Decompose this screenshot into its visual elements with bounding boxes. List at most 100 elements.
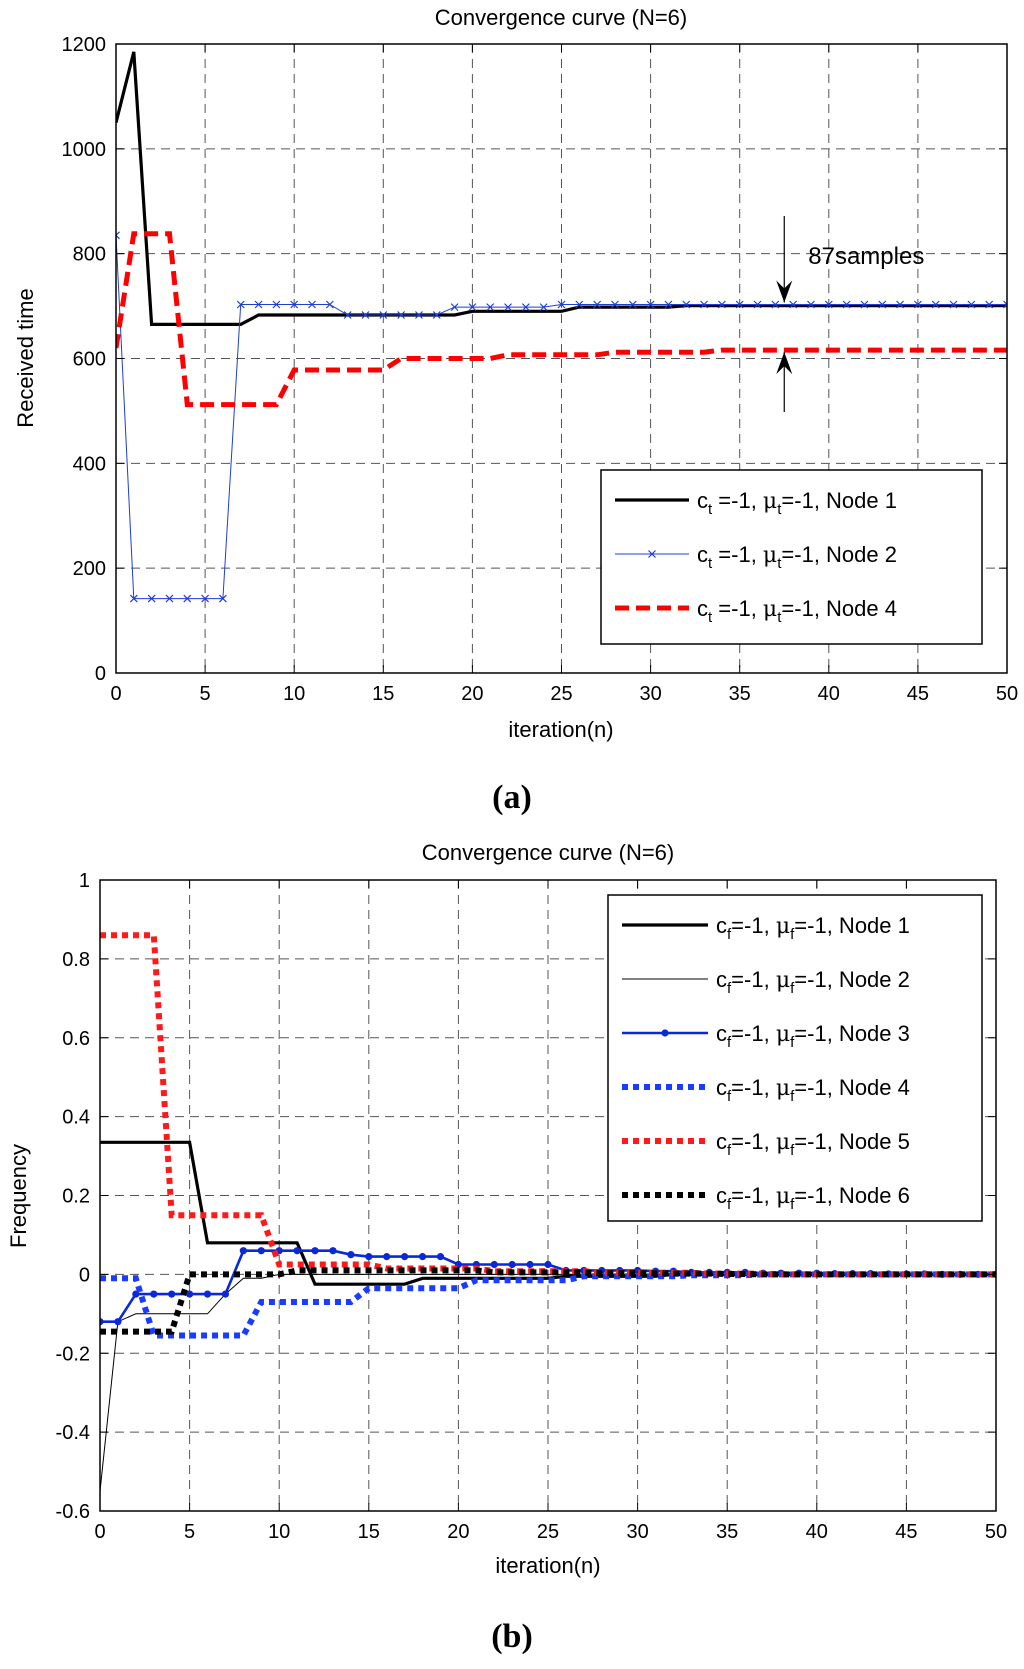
data-point-marker bbox=[418, 1253, 427, 1261]
y-tick-label-a: 1000 bbox=[62, 139, 107, 161]
legend-mu: μ bbox=[763, 489, 777, 514]
legend-text: =-1, bbox=[731, 1183, 776, 1208]
legend-subscript: f bbox=[790, 980, 795, 997]
x-axis-label-b: iteration(n) bbox=[495, 1553, 600, 1578]
legend-mu: μ bbox=[763, 597, 777, 622]
x-tick-label-a: 15 bbox=[372, 683, 394, 705]
data-point-marker bbox=[201, 594, 210, 603]
data-point-marker bbox=[397, 311, 406, 319]
data-point-marker bbox=[824, 300, 833, 309]
data-point-marker bbox=[985, 300, 994, 309]
legend-text: c bbox=[697, 488, 708, 513]
x-tick-label-a: 30 bbox=[639, 683, 661, 705]
data-point-marker bbox=[383, 1253, 391, 1261]
legend-subscript: f bbox=[790, 1088, 795, 1105]
legend-label-a-1: ct =-1, μt=-1, Node 1 bbox=[697, 488, 897, 518]
y-tick-label-a: 800 bbox=[73, 244, 106, 266]
data-point-marker bbox=[239, 1247, 247, 1255]
data-point-marker bbox=[753, 300, 762, 309]
x-tick-label-b: 20 bbox=[447, 1521, 469, 1543]
data-point-marker bbox=[544, 1260, 552, 1269]
legend-label-b-3: cf=-1, μf=-1, Node 3 bbox=[716, 1021, 910, 1051]
series-b-node-4 bbox=[100, 1271, 996, 1339]
legend-text: =-1, Node 2 bbox=[794, 967, 910, 992]
series-a-node-4 bbox=[116, 231, 1007, 408]
legend-marker bbox=[648, 550, 656, 558]
series-line-b-5 bbox=[100, 932, 996, 1278]
annotation-label: 87samples bbox=[808, 243, 924, 270]
x-tick-label-b: 30 bbox=[626, 1521, 648, 1543]
legend-subscript: f bbox=[727, 1142, 732, 1159]
x-tick-label-a: 50 bbox=[996, 683, 1018, 705]
legend-mu: μ bbox=[776, 914, 790, 939]
series-line-b-6 bbox=[100, 1267, 996, 1335]
ticks-a: 0 5 10 15 20 25 30 35 40 45 50 0 200 400 600 800 1000 120… bbox=[62, 34, 1019, 705]
x-tick-label-b: 35 bbox=[716, 1521, 738, 1543]
x-tick-label-b: 50 bbox=[985, 1521, 1007, 1543]
data-point-marker bbox=[508, 1260, 516, 1269]
legend-text: =-1, bbox=[712, 488, 763, 513]
data-point-marker bbox=[401, 1253, 409, 1261]
legend-subscript: f bbox=[790, 1196, 795, 1213]
data-point-marker bbox=[611, 300, 619, 309]
y-tick-label-b: 1 bbox=[79, 870, 90, 892]
legend-subscript: t bbox=[777, 609, 782, 626]
x-tick-label-b: 40 bbox=[806, 1521, 828, 1543]
data-point-marker bbox=[183, 594, 192, 603]
y-tick-label-a: 600 bbox=[73, 349, 106, 371]
x-tick-label-a: 10 bbox=[283, 683, 305, 705]
series-line-a-1 bbox=[116, 51, 1007, 326]
legend-text: =-1, Node 4 bbox=[794, 1075, 910, 1100]
legend-subscript: f bbox=[790, 1142, 795, 1159]
legend-subscript: t bbox=[708, 609, 713, 626]
data-point-marker bbox=[646, 300, 655, 309]
data-point-marker bbox=[290, 300, 299, 309]
legend-text: =-1, Node 1 bbox=[781, 488, 897, 513]
x-tick-label-a: 0 bbox=[110, 683, 121, 705]
data-point-marker bbox=[325, 300, 334, 309]
legend-box-b bbox=[607, 894, 983, 1222]
data-point-marker bbox=[147, 594, 156, 603]
x-tick-label-a: 25 bbox=[550, 683, 572, 705]
data-point-marker bbox=[700, 300, 708, 309]
data-point-marker bbox=[329, 1247, 337, 1255]
data-point-marker bbox=[114, 1318, 122, 1326]
x-tick-label-b: 45 bbox=[895, 1521, 917, 1543]
data-point-marker bbox=[526, 1260, 534, 1269]
y-tick-label-b: 0.8 bbox=[62, 949, 90, 971]
data-point-marker bbox=[361, 311, 370, 319]
x-tick-label-b: 5 bbox=[184, 1521, 195, 1543]
data-point-marker bbox=[308, 300, 316, 309]
legend-label-a-2: ct =-1, μt=-1, Node 2 bbox=[697, 542, 897, 572]
legend-label-b-1: cf=-1, μf=-1, Node 1 bbox=[716, 913, 910, 943]
chart-title-a: Convergence curve (N=6) bbox=[435, 5, 688, 30]
data-point-marker bbox=[521, 303, 530, 312]
y-tick-label-b: -0.6 bbox=[56, 1501, 90, 1523]
data-point-marker bbox=[771, 300, 780, 309]
y-axis-label-a: Received time bbox=[13, 288, 38, 427]
y-tick-label-b: 0.2 bbox=[62, 1186, 90, 1208]
legend-subscript: t bbox=[708, 555, 713, 572]
legend-b: cf=-1, μf=-1, Node 1cf=-1, μf=-1, Node 2… bbox=[607, 894, 983, 1222]
data-point-marker bbox=[468, 303, 477, 312]
y-tick-label-b: -0.2 bbox=[56, 1343, 90, 1365]
series-a-node-2 bbox=[116, 231, 1007, 603]
legend-mu: μ bbox=[763, 543, 777, 568]
legend-text: c bbox=[716, 913, 727, 938]
data-point-marker bbox=[165, 594, 174, 603]
y-tick-label-a: 0 bbox=[95, 663, 106, 685]
data-point-marker bbox=[129, 594, 138, 603]
data-point-marker bbox=[347, 1251, 355, 1259]
legend-subscript: f bbox=[727, 1196, 732, 1213]
data-point-marker bbox=[365, 1253, 373, 1261]
legend-mu: μ bbox=[776, 1022, 790, 1047]
y-tick-label-b: 0 bbox=[79, 1264, 90, 1286]
legend-subscript: t bbox=[777, 555, 782, 572]
x-tick-label-a: 20 bbox=[461, 683, 483, 705]
legend-text: c bbox=[716, 967, 727, 992]
y-tick-label-a: 1200 bbox=[62, 34, 107, 56]
data-point-marker bbox=[557, 300, 566, 309]
x-tick-label-b: 10 bbox=[268, 1521, 290, 1543]
data-point-marker bbox=[116, 231, 120, 240]
series-line-b-4 bbox=[100, 1271, 996, 1339]
